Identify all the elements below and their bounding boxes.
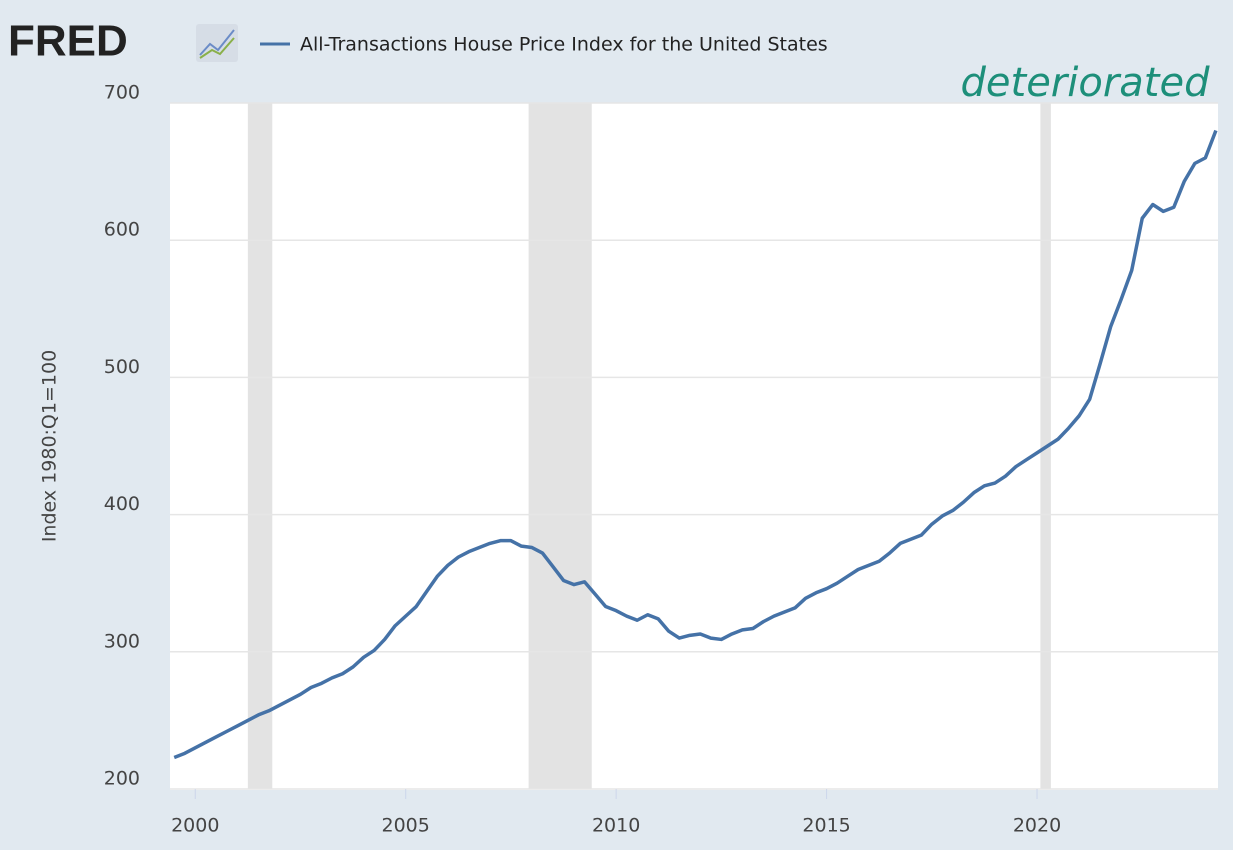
y-tick-label: 400 [104,493,140,515]
x-tick-label: 2000 [171,815,219,837]
x-tick-label: 2005 [382,815,430,837]
recession-band [247,103,273,789]
data-line [173,129,1218,760]
y-tick-label: 200 [104,768,140,790]
x-tick-label: 2020 [1013,815,1061,837]
logo: FRED [8,17,128,66]
y-tick-label: 600 [104,219,140,241]
y-axis-label: Index 1980:Q1=100 [39,350,61,542]
recession-band [528,103,592,789]
y-tick-label: 500 [104,356,140,378]
x-tick-label: 2015 [802,815,850,837]
logo-icon [196,24,238,62]
plot-area [170,103,1218,790]
x-tick-label: 2010 [592,815,640,837]
y-tick-label: 700 [104,82,140,104]
y-tick-label: 300 [104,630,140,652]
legend-label: All-Transactions House Price Index for t… [300,34,828,56]
annotation: deteriorated [961,60,1211,106]
